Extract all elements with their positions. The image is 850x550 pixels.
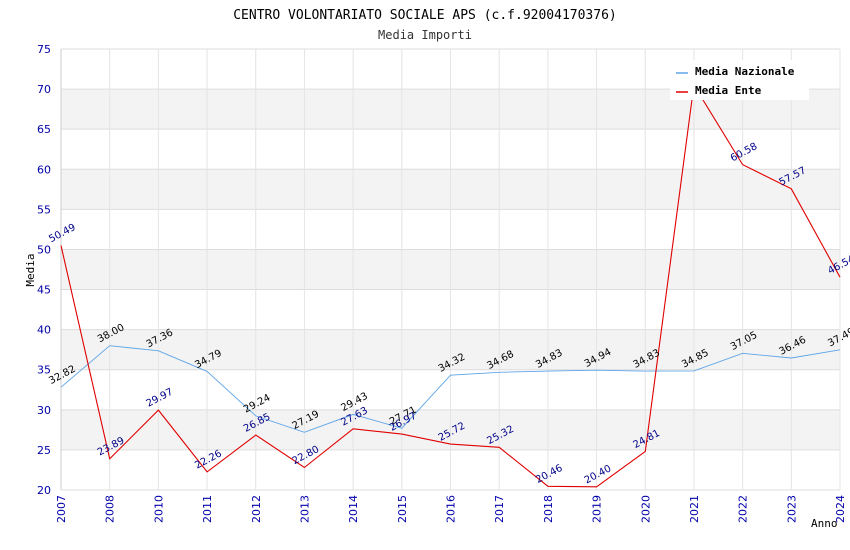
y-tick-label: 60 — [37, 163, 51, 176]
data-point-media-nazionale — [449, 374, 452, 377]
data-point-media-nazionale — [157, 349, 160, 352]
y-tick-label: 65 — [37, 123, 51, 136]
series-group — [60, 83, 842, 488]
grid-lines — [60, 48, 841, 491]
y-tick-label: 20 — [37, 484, 51, 497]
data-point-media-ente — [303, 466, 306, 469]
x-axis-label: Anno — [811, 517, 838, 530]
data-point-media-ente — [449, 443, 452, 446]
y-tick-label: 70 — [37, 83, 51, 96]
y-tick-label: 25 — [37, 444, 51, 457]
data-point-media-nazionale — [108, 344, 111, 347]
data-point-media-ente — [644, 450, 647, 453]
x-tick-label: 2014 — [347, 495, 360, 523]
data-point-media-ente — [595, 485, 598, 488]
x-tick-label: 2021 — [688, 495, 701, 523]
data-point-media-ente — [60, 244, 63, 247]
x-tick-label: 2015 — [396, 495, 409, 523]
x-axis-ticks: 2007 2008 2010 2011 2012 2013 2014 2015 2016 2017… — [55, 495, 847, 523]
x-tick-label: 2008 — [104, 495, 117, 523]
data-point-media-ente — [498, 446, 501, 449]
x-tick-label: 2007 — [55, 495, 68, 523]
data-point-media-ente — [254, 434, 257, 437]
legend: Media Nazionale Media Ente — [670, 60, 809, 100]
data-point-media-nazionale — [546, 370, 549, 373]
data-point-media-ente — [839, 276, 842, 279]
series-line-media-nazionale — [60, 345, 841, 433]
data-point-media-nazionale — [60, 386, 63, 389]
data-point-media-nazionale — [206, 370, 209, 373]
data-point-media-nazionale — [644, 370, 647, 373]
legend-label-media-ente: Media Ente — [695, 84, 762, 97]
data-point-media-nazionale — [790, 357, 793, 360]
data-point-media-nazionale — [303, 431, 306, 434]
y-tick-label: 50 — [37, 243, 51, 256]
y-axis-ticks: 20 25 30 35 40 45 50 55 60 65 70 75 — [37, 43, 51, 497]
data-point-media-ente — [741, 163, 744, 166]
x-tick-label: 2012 — [250, 495, 263, 523]
y-tick-label: 75 — [37, 43, 51, 56]
y-tick-label: 40 — [37, 324, 51, 337]
x-tick-label: 2013 — [298, 495, 311, 523]
x-tick-label: 2019 — [591, 495, 604, 523]
data-point-media-nazionale — [692, 369, 695, 372]
x-tick-label: 2010 — [152, 495, 165, 523]
data-point-media-nazionale — [741, 352, 744, 355]
data-point-media-nazionale — [839, 348, 842, 351]
x-tick-label: 2024 — [834, 495, 847, 523]
x-tick-label: 2016 — [445, 495, 458, 523]
data-point-media-ente — [206, 470, 209, 473]
data-point-media-ente — [157, 409, 160, 412]
x-tick-label: 2018 — [542, 495, 555, 523]
data-point-media-ente — [790, 187, 793, 190]
data-point-media-nazionale — [595, 369, 598, 372]
data-point-media-ente — [352, 427, 355, 430]
x-tick-label: 2020 — [639, 495, 652, 523]
data-point-media-ente — [400, 433, 403, 436]
data-point-media-ente — [108, 457, 111, 460]
chart-subtitle: Media Importi — [378, 28, 472, 42]
y-tick-label: 55 — [37, 203, 51, 216]
series-line-media-ente — [60, 83, 841, 488]
legend-box — [670, 60, 809, 100]
x-tick-label: 2011 — [201, 495, 214, 523]
chart-title: CENTRO VOLONTARIATO SOCIALE APS (c.f.920… — [233, 8, 617, 23]
x-tick-label: 2023 — [785, 495, 798, 523]
x-tick-label: 2017 — [493, 495, 506, 523]
y-tick-label: 45 — [37, 284, 51, 297]
x-tick-label: 2022 — [737, 495, 750, 523]
y-axis-label: Media — [24, 253, 37, 286]
y-tick-label: 35 — [37, 364, 51, 377]
data-point-media-ente — [546, 485, 549, 488]
data-point-media-nazionale — [498, 371, 501, 374]
legend-label-media-nazionale: Media Nazionale — [695, 65, 795, 78]
y-tick-label: 30 — [37, 404, 51, 417]
